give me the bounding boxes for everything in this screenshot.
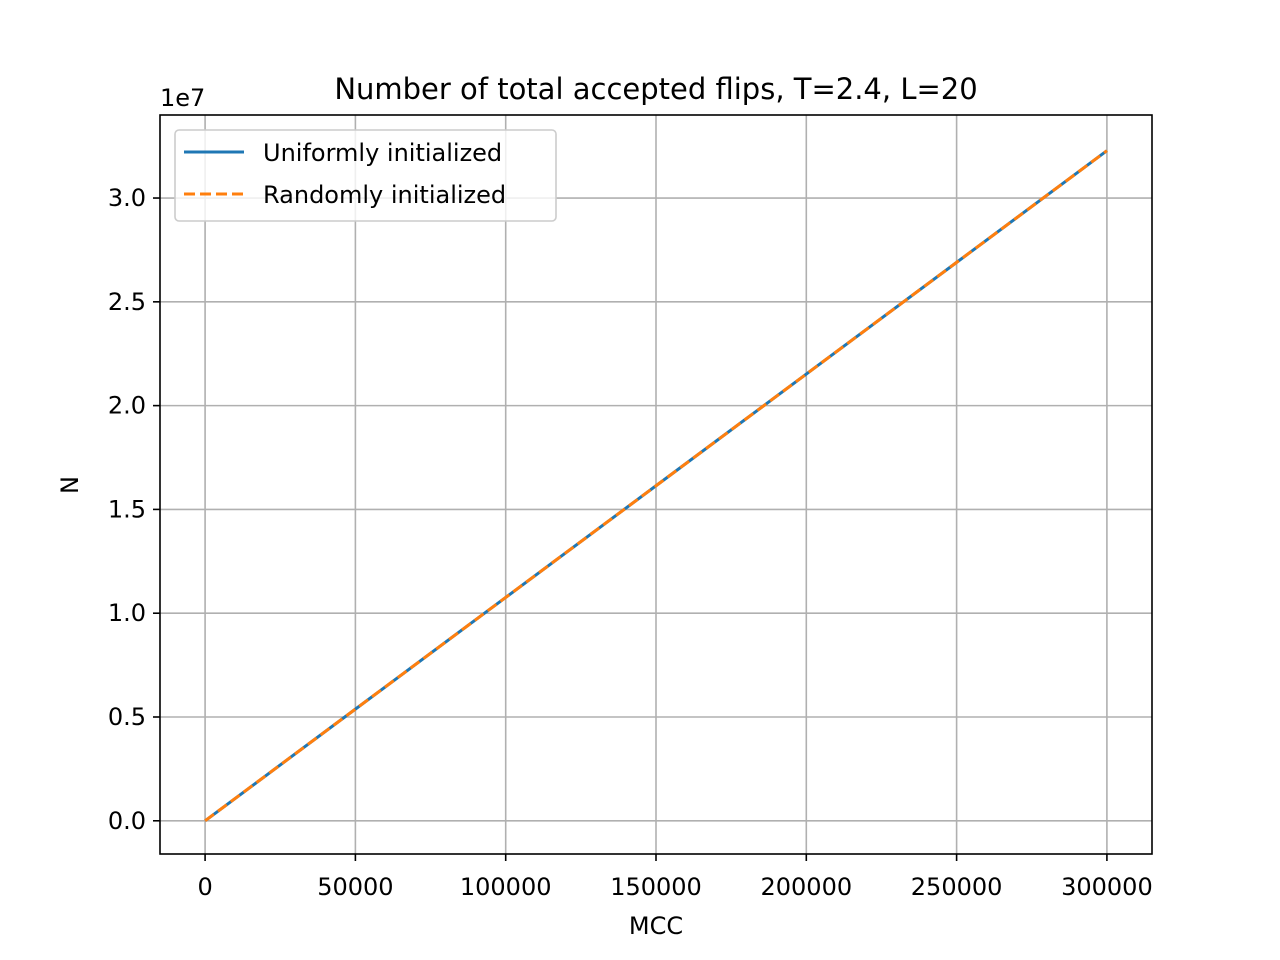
x-tick-label: 150000 (610, 873, 702, 901)
y-offset-label: 1e7 (160, 84, 205, 112)
x-axis-label: MCC (629, 912, 683, 940)
x-axis: 0 50000 100000 150000 200000 250000 300000 (197, 854, 1153, 901)
y-tick-label: 1.0 (108, 599, 146, 627)
x-tick-label: 50000 (317, 873, 393, 901)
series-lines (204, 149, 1108, 822)
y-tick-label: 0.5 (108, 703, 146, 731)
y-tick-label: 2.5 (108, 288, 146, 316)
x-tick-label: 200000 (760, 873, 852, 901)
y-axis-label: N (56, 476, 84, 494)
y-axis: 0.0 0.5 1.0 1.5 2.0 2.5 3.0 (108, 184, 160, 835)
x-tick-label: 0 (197, 873, 212, 901)
x-tick-label: 100000 (460, 873, 552, 901)
y-tick-label: 0.0 (108, 807, 146, 835)
legend-label-random: Randomly initialized (263, 181, 506, 209)
y-tick-label: 2.0 (108, 392, 146, 420)
x-tick-label: 300000 (1061, 873, 1153, 901)
x-tick-label: 250000 (911, 873, 1003, 901)
grid (160, 115, 1152, 854)
y-tick-label: 1.5 (108, 495, 146, 523)
legend: Uniformly initialized Randomly initializ… (174, 129, 557, 222)
legend-box (174, 129, 557, 222)
legend-label-uniform: Uniformly initialized (263, 139, 502, 167)
chart-title: Number of total accepted flips, T=2.4, L… (334, 72, 977, 106)
y-tick-label: 3.0 (108, 184, 146, 212)
series-line-random (204, 149, 1108, 822)
